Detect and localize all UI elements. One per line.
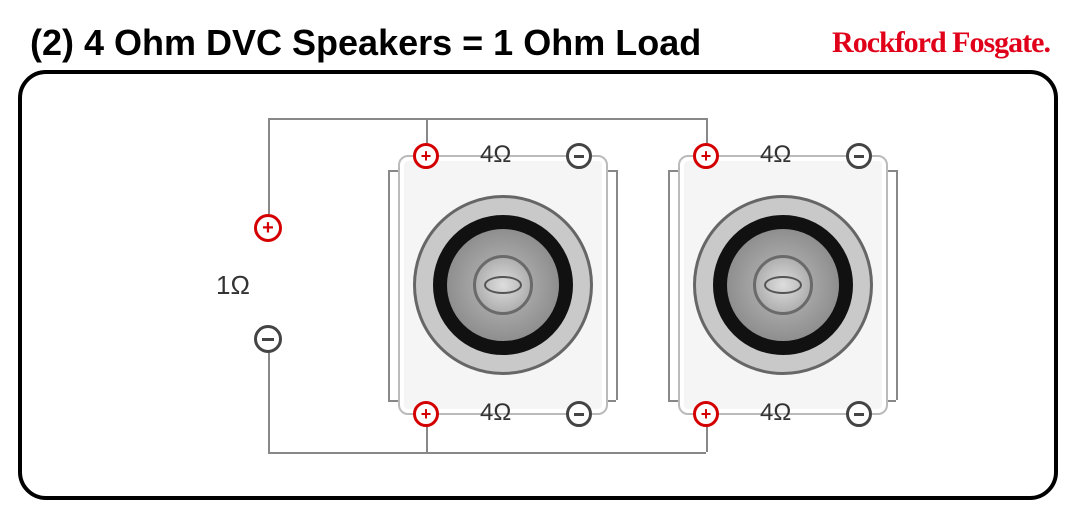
diagram-title: (2) 4 Ohm DVC Speakers = 1 Ohm Load <box>30 22 701 64</box>
speaker-1: + 4Ω + 4Ω <box>398 155 608 415</box>
speaker-2-dustcap-logo <box>764 276 802 294</box>
speaker-1-vc2-plus-terminal: + <box>413 401 439 427</box>
amp-positive-terminal: + <box>254 214 282 242</box>
speaker-1-vc1-impedance: 4Ω <box>480 141 511 169</box>
speaker-2-vc1-impedance: 4Ω <box>760 141 791 169</box>
speaker-1-vc2-impedance: 4Ω <box>480 399 511 427</box>
speaker-2-vc2-minus-terminal <box>846 401 872 427</box>
wire <box>668 170 670 400</box>
wire <box>268 118 270 214</box>
speaker-2: + 4Ω + 4Ω <box>678 155 888 415</box>
speaker-2-vc1-minus-terminal <box>846 143 872 169</box>
wire <box>616 170 618 400</box>
speaker-1-vc2-minus-terminal <box>566 401 592 427</box>
wire <box>426 452 706 454</box>
wiring-canvas: + 1Ω + 4Ω + 4Ω + 4 <box>18 70 1058 500</box>
page: (2) 4 Ohm DVC Speakers = 1 Ohm Load Rock… <box>0 0 1080 521</box>
brand-logo-text: Rockford Fosgate. <box>832 26 1050 60</box>
wire <box>426 118 706 120</box>
wire <box>388 170 390 400</box>
speaker-2-vc2-plus-terminal: + <box>693 401 719 427</box>
speaker-2-vc1-plus-terminal: + <box>693 143 719 169</box>
speaker-1-vc1-plus-terminal: + <box>413 143 439 169</box>
amp-negative-terminal <box>254 325 282 353</box>
speaker-1-vc1-minus-terminal <box>566 143 592 169</box>
amp-load-label: 1Ω <box>216 270 250 301</box>
wire <box>268 118 426 120</box>
wire <box>268 452 426 454</box>
speaker-2-vc2-impedance: 4Ω <box>760 399 791 427</box>
wire <box>896 170 898 400</box>
speaker-1-dustcap-logo <box>484 276 522 294</box>
wire <box>268 340 270 452</box>
